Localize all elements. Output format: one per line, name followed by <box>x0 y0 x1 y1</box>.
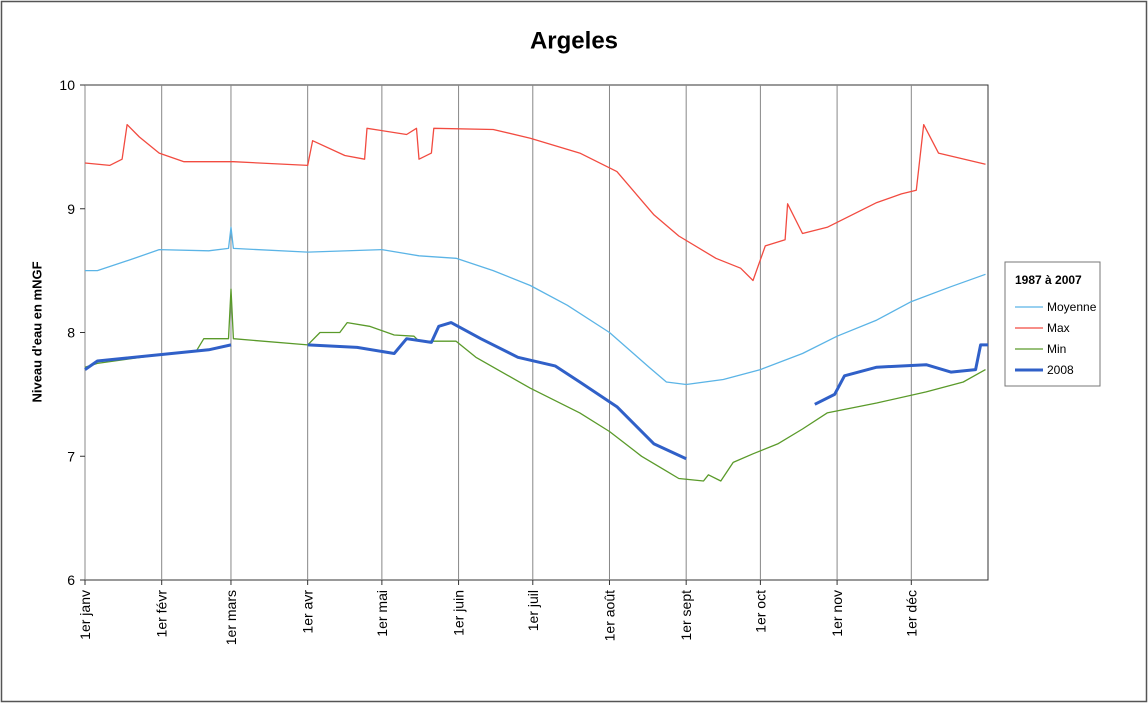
x-tick-label: 1er oct <box>752 590 768 633</box>
x-tick-label: 1er déc <box>903 590 919 637</box>
y-axis-label: Niveau d'eau en mNGF <box>29 261 44 402</box>
chart-title: Argeles <box>530 27 618 54</box>
legend-box <box>1004 261 1101 387</box>
legend-title: 1987 à 2007 <box>1015 273 1082 287</box>
legend-label: Moyenne <box>1047 300 1097 314</box>
x-tick-label: 1er juil <box>525 590 541 631</box>
y-tick-label: 8 <box>67 325 75 341</box>
series-line <box>84 288 986 482</box>
y-tick-label: 10 <box>59 77 75 93</box>
series-line <box>84 123 986 282</box>
legend-label: 2008 <box>1047 363 1074 377</box>
plot-area <box>84 84 989 581</box>
x-tick-label: 1er juin <box>451 590 467 636</box>
legend-label: Max <box>1047 321 1070 335</box>
x-tick-label: 1er août <box>601 590 617 641</box>
series-line <box>84 321 988 461</box>
x-tick-label: 1er sept <box>678 590 694 641</box>
x-tick-label: 1er févr <box>154 590 170 638</box>
x-tick-label: 1er avr <box>300 590 316 634</box>
x-tick-label: 1er mars <box>223 590 239 645</box>
legend-label: Min <box>1047 342 1066 356</box>
x-tick-label: 1er nov <box>829 590 845 637</box>
y-tick-label: 9 <box>67 201 75 217</box>
x-tick-label: 1er mai <box>374 590 390 637</box>
series-line <box>85 226 986 386</box>
x-tick-label: 1er janv <box>77 590 93 640</box>
y-tick-label: 6 <box>67 572 75 588</box>
y-tick-label: 7 <box>67 448 75 464</box>
